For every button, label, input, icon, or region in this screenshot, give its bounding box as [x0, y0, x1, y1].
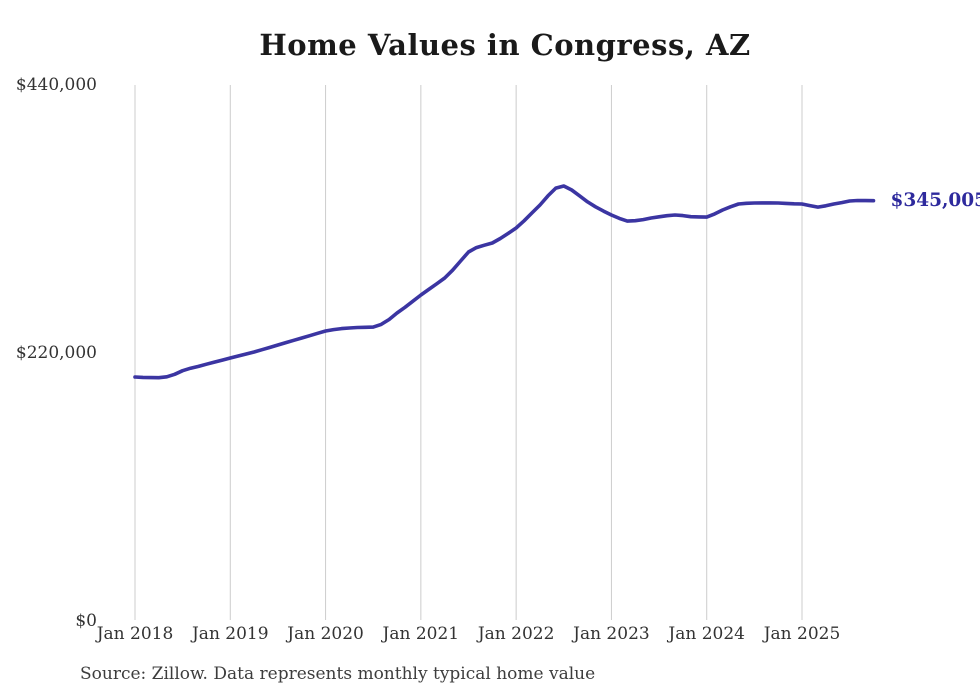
home-value-line: [133, 184, 876, 380]
x-tick-label: Jan 2018: [96, 624, 174, 644]
x-tick-label: Jan 2019: [191, 624, 269, 644]
x-tick-label: Jan 2023: [573, 624, 650, 644]
y-tick-label: $440,000: [15, 75, 97, 95]
latest-value-label: $345,005: [890, 189, 980, 211]
x-tick-label: Jan 2022: [477, 624, 555, 644]
x-tick-label: Jan 2024: [668, 624, 745, 644]
x-tick-label: Jan 2020: [287, 624, 364, 644]
y-tick-label: $0: [75, 611, 97, 631]
chart-title: Home Values in Congress, AZ: [259, 28, 751, 62]
source-note: Source: Zillow. Data represents monthly …: [80, 664, 596, 684]
x-tick-label: Jan 2021: [382, 624, 460, 644]
x-tick-label: Jan 2025: [763, 624, 841, 644]
y-tick-label: $220,000: [15, 343, 97, 363]
